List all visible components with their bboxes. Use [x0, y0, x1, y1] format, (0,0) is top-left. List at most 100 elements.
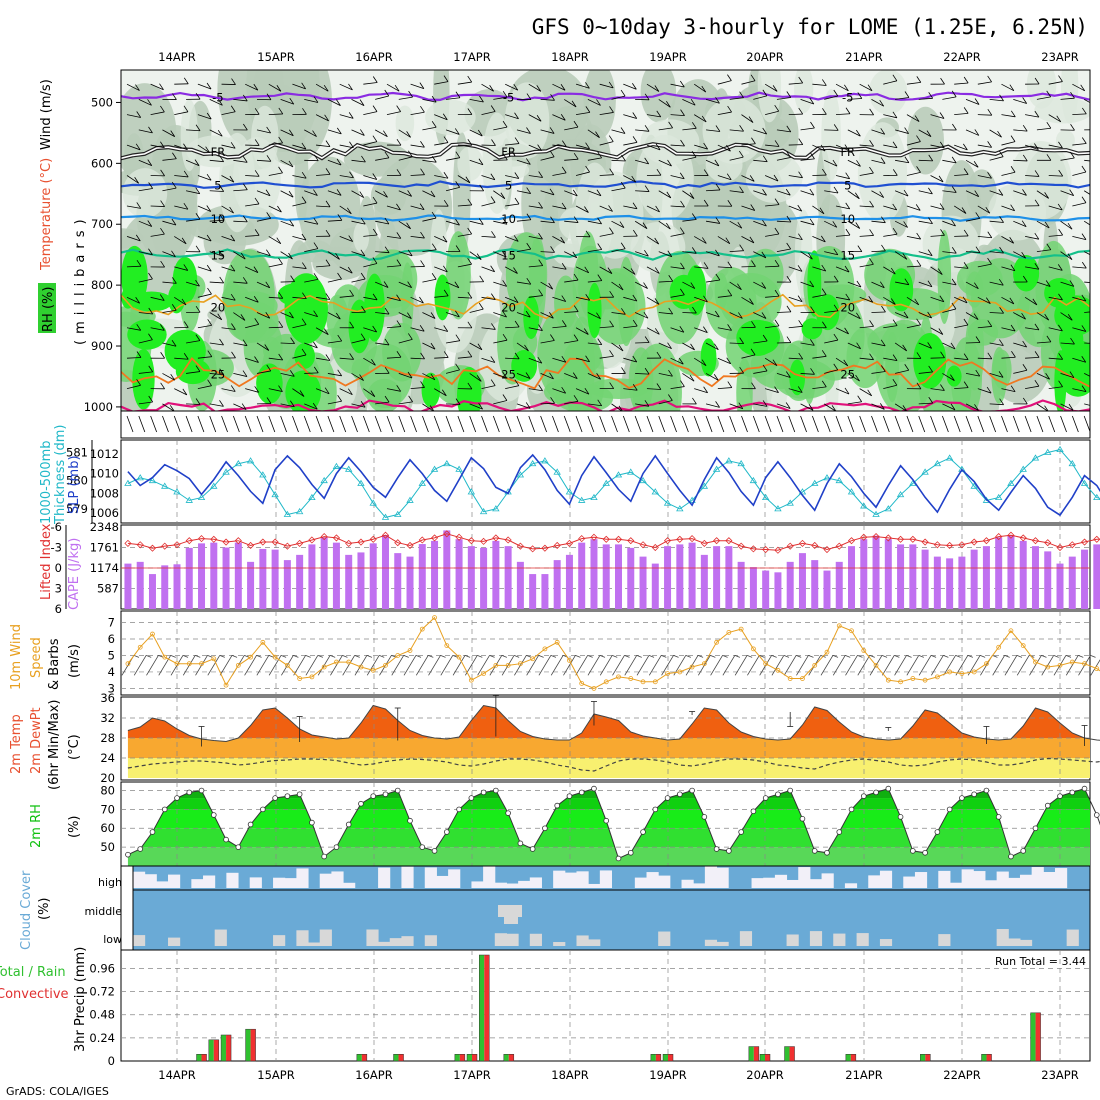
bottom-date-label: 22APR [943, 1068, 980, 1082]
wind-barb-flag [549, 312, 554, 319]
tick-label: 70 [100, 802, 115, 816]
wind-barb [954, 174, 969, 176]
wind-barb [245, 357, 259, 363]
wind-barb [162, 129, 175, 137]
wind-barb [268, 83, 282, 92]
wind-barb [954, 82, 969, 85]
wind-barb [1004, 655, 1018, 676]
li-point [197, 535, 206, 543]
wind-barb-flag [183, 264, 189, 271]
wind-barb [1060, 312, 1073, 321]
sfc-barb [244, 415, 252, 433]
rh-contour-blob [1013, 255, 1040, 292]
wind-barb-flag [349, 353, 354, 360]
wind-barb [209, 403, 224, 407]
wind-barb-flag [1057, 203, 1063, 211]
wind-barb-flag [844, 265, 850, 273]
wind-barb-flag [280, 654, 287, 658]
wind-speed-point [260, 639, 266, 645]
wind-barb [1048, 144, 1063, 149]
cape-bar [958, 556, 966, 609]
wind-barb-flag [987, 75, 992, 83]
wind-barb-flag [880, 128, 886, 135]
wind-barb-flag [476, 253, 482, 260]
wind-barb-flag [406, 131, 411, 138]
wind-barb-flag [584, 266, 590, 274]
wind-barb [398, 96, 413, 100]
wind-barb-flag [798, 320, 804, 327]
wind-barb-flag [727, 381, 733, 388]
wind-barb-flag [1081, 196, 1087, 203]
wind-barb-flag [361, 155, 366, 163]
wind-barb [706, 189, 721, 192]
sfc-barb [764, 415, 772, 433]
wind-barb [186, 218, 201, 222]
wind-barb [1013, 99, 1027, 104]
sfc-barb [1012, 415, 1020, 433]
wind-barb-flag [928, 187, 933, 195]
wind-barb [824, 339, 838, 344]
wind-barb-flag [890, 298, 896, 305]
wind-barb [280, 373, 295, 377]
wind-barb [906, 205, 921, 211]
wind-barb [753, 220, 767, 227]
wind-barb [623, 114, 637, 119]
wind-barb-flag [975, 212, 981, 219]
top-date-label: 23APR [1041, 50, 1078, 64]
wind-barb [717, 175, 732, 181]
wind-barb-flag [869, 229, 874, 236]
wind-barb [386, 265, 401, 268]
wind-barb-flag [254, 356, 259, 363]
wind-barb-flag [703, 199, 709, 207]
cloud-high-gap [518, 880, 531, 888]
wind-barb-flag [727, 324, 732, 331]
thickness-point [627, 468, 635, 475]
wind-barb-flag [621, 154, 626, 162]
thickness-point [406, 496, 414, 503]
cape-bar [737, 561, 745, 609]
wind-barb-flag [975, 336, 981, 343]
wind-speed-point [922, 677, 928, 683]
wind-barb [342, 655, 356, 676]
wind-barb [1013, 159, 1028, 162]
wind-speed-point [677, 669, 683, 675]
thickness-point [565, 488, 574, 495]
rh-contour-blob [747, 248, 784, 298]
wind-barb [304, 342, 318, 349]
wind-barb-flag [396, 105, 401, 112]
sfc-barb [835, 415, 843, 433]
wind-barb-flag [621, 367, 626, 374]
wind-barb [734, 655, 748, 676]
li-point [308, 536, 316, 544]
thickness-point [234, 459, 243, 467]
wind-barb-flag [810, 306, 815, 313]
cloud-high-gap [249, 877, 262, 888]
cape-bar [811, 560, 819, 609]
rh-point [444, 829, 450, 835]
wind-barb-flag [881, 216, 886, 223]
cloud-high-gap [553, 870, 566, 888]
wind-barb-flag [1021, 220, 1027, 227]
wind-barb [186, 403, 201, 405]
wind-barb-flag [443, 75, 449, 82]
wind-barb [658, 342, 672, 350]
cape-bar [946, 558, 954, 609]
wind-barb-flag [928, 217, 933, 224]
wind-barb-flag [762, 364, 768, 372]
wind-barb [174, 175, 189, 178]
wind-barb-flag [240, 252, 246, 260]
wind-barb [729, 403, 743, 410]
wind-barb-flag [892, 378, 898, 386]
wind-barb [339, 205, 352, 215]
wind-barb [398, 312, 412, 320]
wind-barb [375, 157, 390, 161]
wind-barb [871, 281, 885, 289]
wind-barb [942, 220, 956, 227]
wind-barb [918, 281, 933, 288]
cape-bar [369, 543, 377, 609]
wind-barb [705, 220, 720, 224]
thickness-point [124, 479, 132, 486]
li-point [933, 541, 941, 549]
wind-barb-flag [1022, 364, 1028, 371]
wind-barb [1001, 205, 1015, 212]
